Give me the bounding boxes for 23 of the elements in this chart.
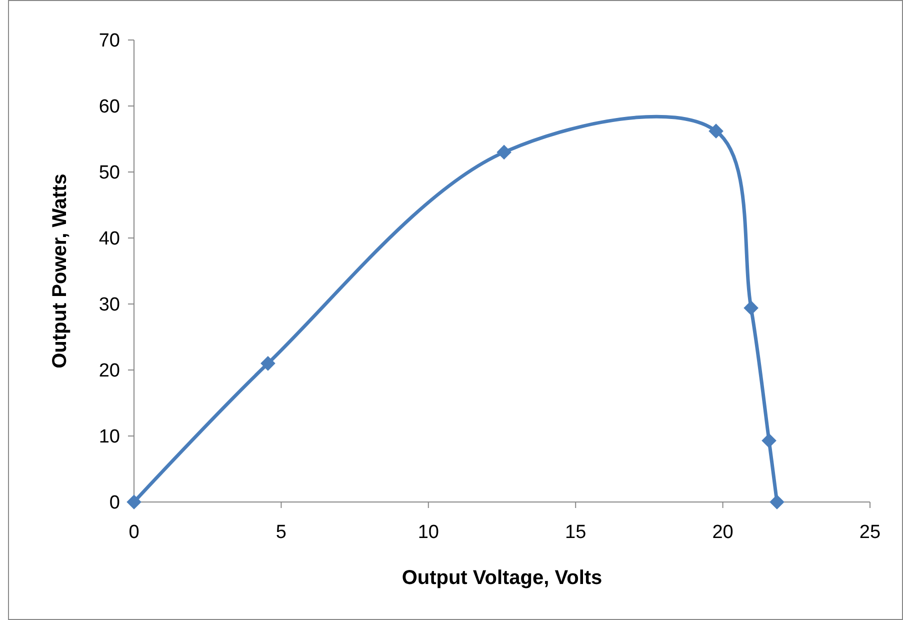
y-tick-label: 20 <box>98 360 120 382</box>
point <box>126 494 142 510</box>
x-tick-label: 0 <box>128 522 140 543</box>
y-tick-label: 10 <box>98 426 120 448</box>
point <box>496 144 512 160</box>
y-axis-title: Output Power, Watts <box>49 174 71 368</box>
point <box>762 433 776 448</box>
point <box>744 300 758 316</box>
y-tick-label: 40 <box>98 228 120 250</box>
y-tick-label: 30 <box>98 294 120 316</box>
y-tick-label: 0 <box>109 492 120 514</box>
x-tick-label: 10 <box>418 522 439 543</box>
x-tick-label: 15 <box>565 522 586 543</box>
y-tick-label: 60 <box>98 96 120 118</box>
y-tick-label: 50 <box>98 162 120 184</box>
x-tick-label: 25 <box>859 522 881 543</box>
x-axis-title: Output Voltage, Volts <box>402 567 602 589</box>
point <box>770 494 784 510</box>
y-tick-label: 70 <box>98 30 120 52</box>
x-tick-label: 20 <box>712 522 734 543</box>
point <box>260 356 276 371</box>
x-tick-label: 5 <box>276 522 286 543</box>
point <box>708 124 724 138</box>
